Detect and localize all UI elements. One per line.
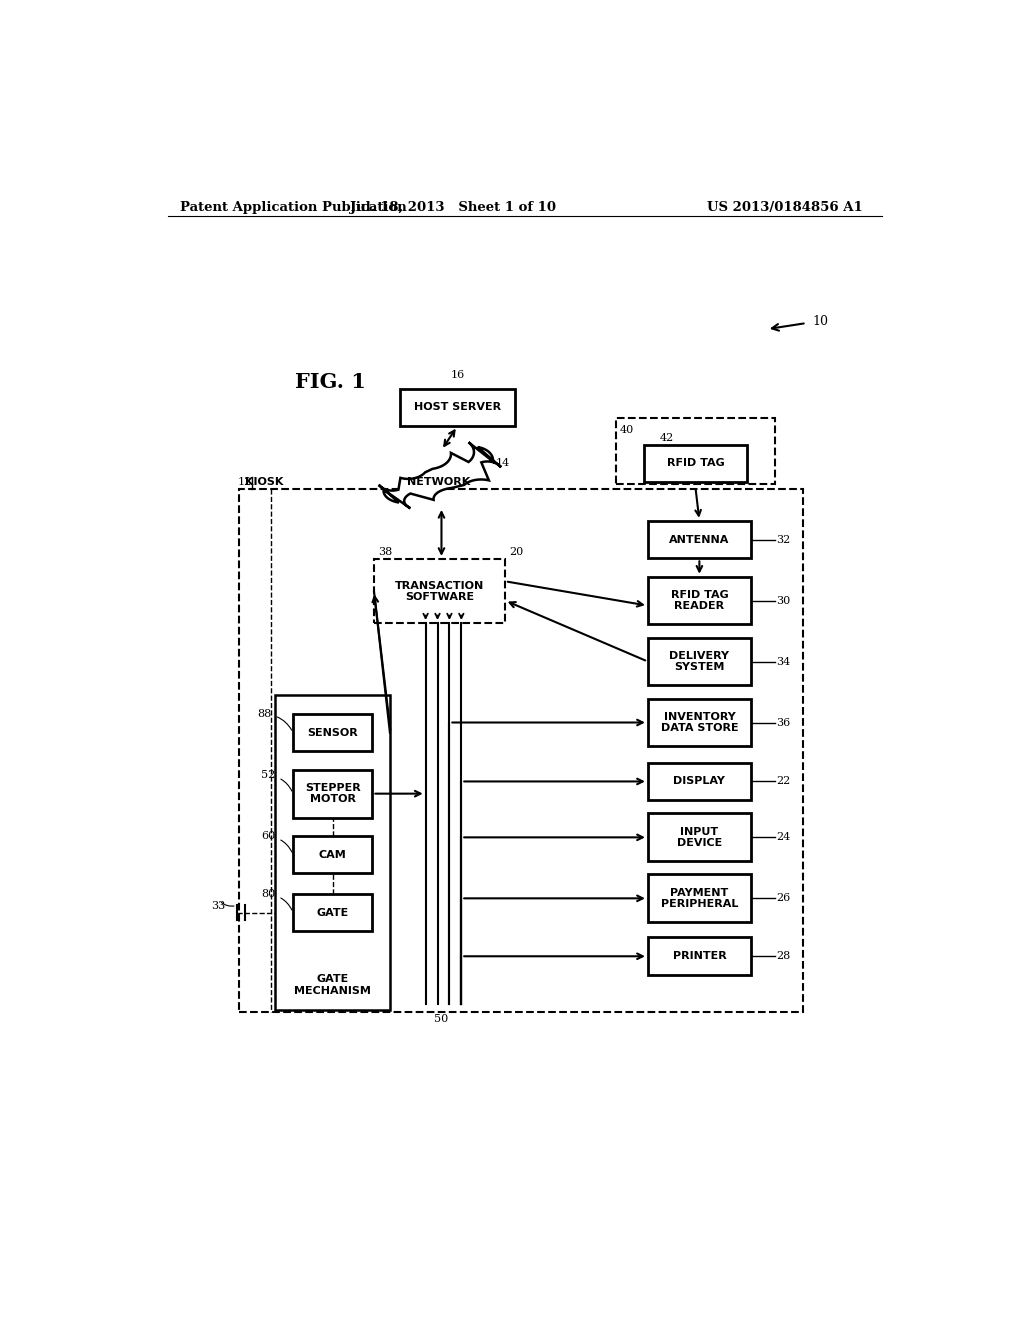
Text: 32: 32	[776, 535, 791, 545]
Text: 34: 34	[776, 656, 791, 667]
Text: 38: 38	[378, 546, 392, 557]
Text: STEPPER
MOTOR: STEPPER MOTOR	[305, 783, 360, 804]
Text: FIG. 1: FIG. 1	[295, 372, 366, 392]
Polygon shape	[379, 442, 501, 508]
Text: TRANSACTION
SOFTWARE: TRANSACTION SOFTWARE	[395, 581, 484, 602]
Text: NETWORK: NETWORK	[408, 477, 471, 487]
Bar	[648, 698, 751, 746]
Text: SENSOR: SENSOR	[307, 727, 358, 738]
Text: GATE: GATE	[316, 908, 349, 917]
Text: 36: 36	[776, 718, 791, 727]
Text: ANTENNA: ANTENNA	[670, 535, 729, 545]
Text: KIOSK: KIOSK	[246, 477, 284, 487]
Bar	[648, 521, 751, 558]
Bar	[648, 937, 751, 975]
Text: 30: 30	[776, 595, 791, 606]
Bar	[648, 763, 751, 800]
Text: US 2013/0184856 A1: US 2013/0184856 A1	[708, 201, 863, 214]
Text: Jul. 18, 2013   Sheet 1 of 10: Jul. 18, 2013 Sheet 1 of 10	[350, 201, 556, 214]
Bar	[240, 488, 803, 1012]
Text: CAM: CAM	[318, 850, 346, 859]
Text: 60: 60	[261, 832, 292, 853]
Text: Patent Application Publication: Patent Application Publication	[179, 201, 407, 214]
Text: INVENTORY
DATA STORE: INVENTORY DATA STORE	[660, 711, 738, 734]
Bar	[293, 770, 373, 817]
Bar	[644, 445, 746, 482]
Text: HOST SERVER: HOST SERVER	[414, 403, 501, 412]
Text: DISPLAY: DISPLAY	[674, 776, 725, 787]
Bar	[648, 577, 751, 624]
Text: 40: 40	[620, 425, 634, 434]
Bar	[293, 894, 373, 932]
Text: 10: 10	[812, 314, 828, 327]
Text: 33: 33	[211, 902, 225, 912]
Text: 22: 22	[776, 776, 791, 787]
Text: 42: 42	[659, 433, 674, 444]
Text: 16: 16	[451, 371, 465, 380]
Bar	[648, 638, 751, 685]
Text: 12: 12	[238, 477, 252, 487]
Text: INPUT
DEVICE: INPUT DEVICE	[677, 826, 722, 849]
Text: PAYMENT
PERIPHERAL: PAYMENT PERIPHERAL	[660, 887, 738, 909]
Text: RFID TAG
READER: RFID TAG READER	[671, 590, 728, 611]
Bar	[616, 417, 775, 483]
Bar	[374, 558, 505, 623]
Text: 24: 24	[776, 833, 791, 842]
Bar	[293, 836, 373, 874]
Text: 28: 28	[776, 952, 791, 961]
Text: 14: 14	[496, 458, 510, 469]
Text: 26: 26	[776, 894, 791, 903]
Text: 88: 88	[257, 709, 292, 730]
Text: GATE
MECHANISM: GATE MECHANISM	[294, 974, 371, 995]
Text: DELIVERY
SYSTEM: DELIVERY SYSTEM	[670, 651, 729, 672]
Text: 20: 20	[509, 546, 523, 557]
Bar	[293, 714, 373, 751]
Text: PRINTER: PRINTER	[673, 952, 726, 961]
Bar	[648, 874, 751, 923]
Bar	[274, 696, 390, 1010]
Text: 52: 52	[261, 771, 292, 791]
Bar	[399, 388, 515, 426]
Bar	[648, 813, 751, 861]
Text: 80: 80	[261, 890, 292, 909]
Text: RFID TAG: RFID TAG	[667, 458, 724, 469]
Text: 50: 50	[434, 1014, 449, 1024]
